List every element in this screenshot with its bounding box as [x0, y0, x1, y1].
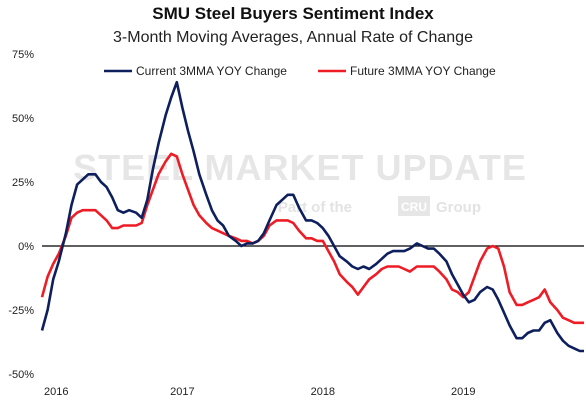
- watermark-logo-box: [398, 196, 430, 216]
- legend: Current 3MMA YOY Change Future 3MMA YOY …: [104, 64, 496, 78]
- watermark-line1: STEEL MARKET UPDATE: [73, 147, 527, 188]
- series-line-current: [40, 80, 584, 353]
- y-tick-label: 75%: [12, 49, 34, 61]
- watermark-line2-post: Group: [436, 199, 481, 216]
- chart-title: SMU Steel Buyers Sentiment Index: [152, 4, 434, 23]
- watermark-line2-box: CRU: [401, 200, 427, 214]
- y-tick-label: -50%: [8, 369, 34, 381]
- chart-subtitle: 3-Month Moving Averages, Annual Rate of …: [113, 29, 473, 46]
- legend-label-future: Future 3MMA YOY Change: [350, 64, 496, 78]
- x-tick-label: 2019: [451, 386, 475, 398]
- watermark: STEEL MARKET UPDATE Part of the CRU Grou…: [73, 147, 527, 216]
- x-tick-label: 2018: [311, 386, 335, 398]
- x-tick-label: 2017: [170, 386, 194, 398]
- x-tick-label: 2016: [44, 386, 68, 398]
- series-line-future: [40, 152, 584, 325]
- y-tick-label: 50%: [12, 113, 34, 125]
- series-lines: [40, 80, 584, 353]
- y-axis: -50% -25% 0% 25% 50% 75%: [8, 49, 34, 381]
- watermark-line2-pre: Part of the: [278, 199, 352, 216]
- legend-label-current: Current 3MMA YOY Change: [136, 64, 287, 78]
- y-tick-label: 25%: [12, 177, 34, 189]
- y-tick-label: 0%: [18, 241, 34, 253]
- x-axis: 2016 2017 2018 2019: [44, 386, 475, 398]
- y-tick-label: -25%: [8, 305, 34, 317]
